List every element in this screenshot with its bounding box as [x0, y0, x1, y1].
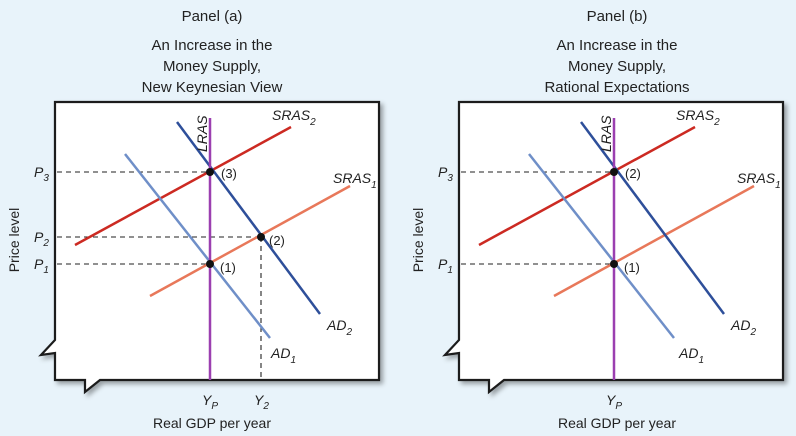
panel-a-point-2-label: (2) — [269, 233, 285, 248]
panel-a-ad1-base: AD — [270, 345, 290, 361]
panel-a-x-axis-title: Real GDP per year — [153, 415, 271, 431]
panel-b-yp-base: Y — [606, 392, 617, 408]
panel-b-sras1-curve — [553, 184, 755, 298]
panel-a-lras-label: LRAS — [194, 115, 210, 152]
panel-b-yp-label: YP — [606, 392, 622, 412]
panel-a-ad1-sub: 1 — [290, 355, 296, 366]
panel-b-ad2-label: AD2 — [730, 317, 756, 338]
panel-a-p3-label: P3 — [34, 164, 49, 184]
panel-b-sras1-sub: 1 — [775, 180, 781, 191]
panel-b-heading: Panel (b) — [587, 8, 648, 25]
panel-a-ad1-label: AD1 — [270, 345, 296, 366]
panel-a-p1-sub: 1 — [43, 265, 49, 276]
panel-a-yp-base: Y — [202, 392, 213, 408]
panel-a-heading: Panel (a) — [182, 8, 243, 25]
panel-b-p3-sub: 3 — [447, 173, 453, 184]
panel-a-ad2-sub: 2 — [345, 327, 352, 338]
panel-b-p3-base: P — [438, 164, 448, 180]
panel-a-sras1-label: SRAS1 — [333, 170, 377, 191]
panel-a-point-2 — [257, 233, 265, 241]
panel-b-p3-label: P3 — [438, 164, 453, 184]
panel-a-y2-base: Y — [254, 392, 265, 408]
panel-b-sras1-label: SRAS1 — [737, 170, 781, 191]
panel-b-ad1-curve — [528, 153, 675, 339]
panel-b-lras-label: LRAS — [598, 115, 614, 152]
panel-a-y2-label: Y2 — [254, 392, 269, 412]
panel-b-title-line-3: Rational Expectations — [544, 79, 689, 96]
panel-a-sras2-label: SRAS2 — [272, 107, 316, 128]
panel-a-ad2-curve — [175, 121, 322, 315]
panel-a-ad1-curve — [124, 153, 271, 339]
panel-b-sras2-curve — [478, 125, 696, 247]
panel-b-ad2-base: AD — [730, 317, 750, 333]
panel-b-ad2-sub: 2 — [749, 327, 756, 338]
panel-a-sras2-sub: 2 — [309, 117, 316, 128]
panel-b-p1-sub: 1 — [447, 265, 453, 276]
panel-a-sras2-base: SRAS — [272, 107, 311, 123]
panel-a-yp-sub: P — [211, 401, 218, 412]
panel-a-ad2-base: AD — [326, 317, 346, 333]
panel-a-p1-label: P1 — [34, 256, 49, 276]
panel-a-p1-base: P — [34, 256, 44, 272]
panel-a-sras1-curve — [149, 184, 351, 298]
panel-a: Panel (a) An Increase in the Money Suppl… — [6, 8, 381, 431]
panel-b-sras2-label: SRAS2 — [676, 107, 720, 128]
panel-b-p1-label: P1 — [438, 256, 453, 276]
panel-a-sras1-sub: 1 — [371, 180, 377, 191]
panel-a-y-axis-title: Price level — [6, 208, 22, 273]
panel-a-p3-sub: 3 — [43, 173, 49, 184]
panel-b-ad1-base: AD — [678, 345, 698, 361]
panel-a-yp-label: YP — [202, 392, 218, 412]
panel-b-point-2-label: (2) — [625, 166, 641, 181]
panel-b-point-2 — [610, 168, 618, 176]
panel-a-title-line-1: An Increase in the — [152, 37, 273, 54]
panel-b-yp-sub: P — [615, 401, 622, 412]
panel-b-ad1-sub: 1 — [698, 355, 704, 366]
panel-b-sras2-base: SRAS — [676, 107, 715, 123]
panel-b-sras1-base: SRAS — [737, 170, 776, 186]
panel-a-point-1-label: (1) — [220, 260, 236, 275]
panel-a-point-1 — [206, 260, 214, 268]
panel-a-y2-sub: 2 — [262, 401, 269, 412]
panel-a-p2-label: P2 — [34, 229, 49, 249]
panel-a-title-line-2: Money Supply, — [163, 58, 261, 75]
panel-b-y-axis-title: Price level — [410, 208, 426, 273]
panel-b-point-1 — [610, 260, 618, 268]
panel-a-point-3 — [206, 168, 214, 176]
panel-b-ad2-curve — [579, 121, 726, 315]
panel-b: Panel (b) An Increase in the Money Suppl… — [410, 8, 785, 431]
panel-a-sras1-base: SRAS — [333, 170, 372, 186]
panel-b-point-1-label: (1) — [624, 260, 640, 275]
panel-b-ad1-label: AD1 — [678, 345, 704, 366]
panel-a-sras2-curve — [74, 125, 292, 247]
panel-a-ad2-label: AD2 — [326, 317, 352, 338]
panel-b-p1-base: P — [438, 256, 448, 272]
panel-b-x-axis-title: Real GDP per year — [558, 415, 676, 431]
panel-b-sras2-sub: 2 — [713, 117, 720, 128]
panel-a-p2-sub: 2 — [42, 238, 49, 249]
panel-b-title-line-2: Money Supply, — [568, 58, 666, 75]
panel-a-p2-base: P — [34, 229, 44, 245]
panel-b-title-line-1: An Increase in the — [557, 37, 678, 54]
panel-a-point-3-label: (3) — [221, 166, 237, 181]
panel-a-p3-base: P — [34, 164, 44, 180]
panel-a-title-line-3: New Keynesian View — [142, 79, 283, 96]
